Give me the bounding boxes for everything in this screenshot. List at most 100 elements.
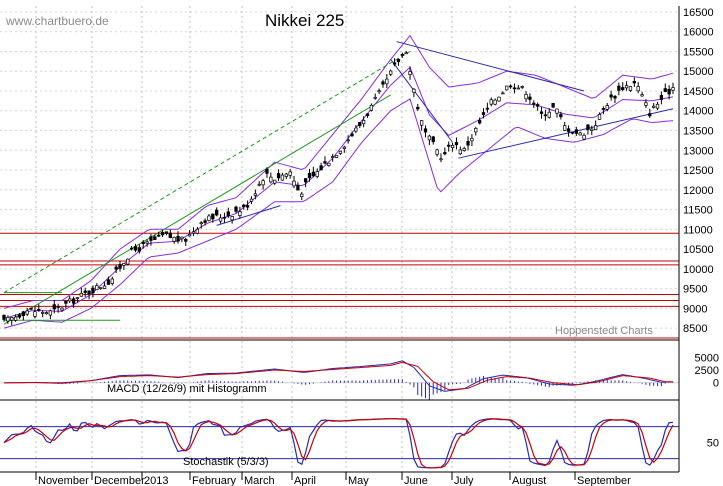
- candle-body: [439, 158, 443, 161]
- candle-body: [361, 120, 366, 125]
- candle-body: [265, 169, 269, 174]
- y-tick-label: 13500: [683, 126, 714, 138]
- candle-body: [628, 86, 633, 92]
- candle-body: [636, 86, 640, 92]
- candle-body: [474, 128, 478, 133]
- candle-body: [168, 232, 172, 238]
- candle-body: [358, 122, 362, 126]
- candle-body: [226, 211, 230, 217]
- candle-body: [373, 96, 377, 99]
- candle-body: [176, 235, 180, 242]
- candle-body: [230, 216, 234, 221]
- candle-body: [280, 174, 285, 181]
- candle-body: [346, 139, 350, 142]
- candle-body: [338, 150, 343, 154]
- candle-body: [292, 180, 296, 187]
- candle-body: [547, 111, 551, 118]
- candle-body: [83, 290, 87, 293]
- candle-body: [187, 233, 192, 237]
- y-tick-label: 14500: [683, 86, 714, 98]
- candle-body: [6, 317, 10, 322]
- candle-body: [160, 232, 165, 236]
- candle-body: [528, 96, 532, 100]
- candle-body: [408, 71, 412, 75]
- stochastic-d-line: [3, 418, 674, 469]
- candle-body: [238, 211, 242, 216]
- candle-body: [381, 81, 385, 85]
- candle-body: [396, 58, 401, 63]
- candle-body: [48, 310, 53, 316]
- candle-body: [365, 113, 370, 116]
- blue-trend-1: [390, 59, 453, 143]
- x-tick-label: March: [244, 475, 275, 486]
- candle-body: [392, 62, 397, 65]
- candle-body: [563, 125, 567, 131]
- lower-band: [3, 98, 674, 329]
- candle-body: [454, 142, 459, 146]
- candle-body: [659, 95, 664, 100]
- candle-body: [195, 228, 200, 234]
- candle-body: [667, 88, 671, 95]
- candle-body: [126, 258, 130, 265]
- blue-trend-3: [216, 205, 281, 226]
- candle-body: [609, 94, 613, 98]
- x-tick-label: July: [454, 475, 474, 486]
- candle-body: [284, 173, 288, 177]
- trend-lines: [3, 41, 674, 325]
- y-tick-label: 10000: [683, 264, 714, 276]
- stochastic-y-tick-label: 50: [707, 438, 719, 450]
- candle-body: [462, 148, 466, 152]
- middle-band: [3, 66, 674, 319]
- candle-body: [122, 262, 126, 266]
- panel-frames: [0, 6, 680, 473]
- candle-body: [129, 247, 134, 250]
- candle-body: [95, 285, 99, 291]
- candle-body: [303, 178, 308, 183]
- candle-body: [470, 138, 474, 142]
- stochastic-title: Stochastik (5/3/3): [183, 456, 269, 468]
- y-axis-labels: 8500 9000 9500 10000 10500 11000 11500 12000 125…: [683, 7, 719, 450]
- blue-trend-0: [396, 41, 585, 92]
- candle-body: [435, 149, 439, 155]
- candle-body: [87, 290, 91, 295]
- candle-body: [145, 241, 149, 244]
- candle-body: [234, 206, 238, 212]
- candle-body: [555, 108, 559, 114]
- candle-body: [106, 279, 111, 285]
- candle-body: [141, 241, 145, 244]
- candle-body: [582, 134, 586, 140]
- candle-body: [539, 111, 544, 114]
- candle-body: [477, 120, 482, 124]
- y-tick-label: 10500: [683, 244, 714, 256]
- candle-body: [400, 54, 404, 56]
- candle-body: [350, 133, 354, 137]
- candle-body: [594, 125, 598, 131]
- x-tick-label: 2013: [144, 475, 168, 486]
- candle-body: [648, 113, 652, 117]
- candle-body: [578, 132, 582, 136]
- candle-body: [29, 307, 33, 310]
- candle-body: [211, 213, 215, 220]
- candle-body: [644, 102, 648, 106]
- y-tick-label: 11500: [683, 205, 713, 217]
- candle-body: [114, 266, 118, 270]
- x-tick-label: September: [577, 475, 631, 486]
- candle-body: [2, 314, 6, 320]
- candle-body: [416, 106, 420, 110]
- y-tick-label: 8500: [683, 323, 707, 335]
- candle-body: [215, 209, 219, 216]
- support-resistance-lines: [0, 232, 679, 339]
- candle-body: [323, 161, 327, 164]
- candle-body: [632, 81, 636, 84]
- candle-body: [342, 146, 346, 149]
- candle-body: [570, 131, 575, 134]
- candle-body: [586, 124, 590, 131]
- candle-body: [419, 120, 424, 126]
- macd-y-tick-label: 0: [713, 378, 719, 390]
- candle-body: [276, 173, 281, 179]
- candle-body: [137, 247, 141, 252]
- candle-body: [118, 264, 122, 269]
- candle-body: [157, 234, 161, 237]
- candle-body: [543, 114, 548, 117]
